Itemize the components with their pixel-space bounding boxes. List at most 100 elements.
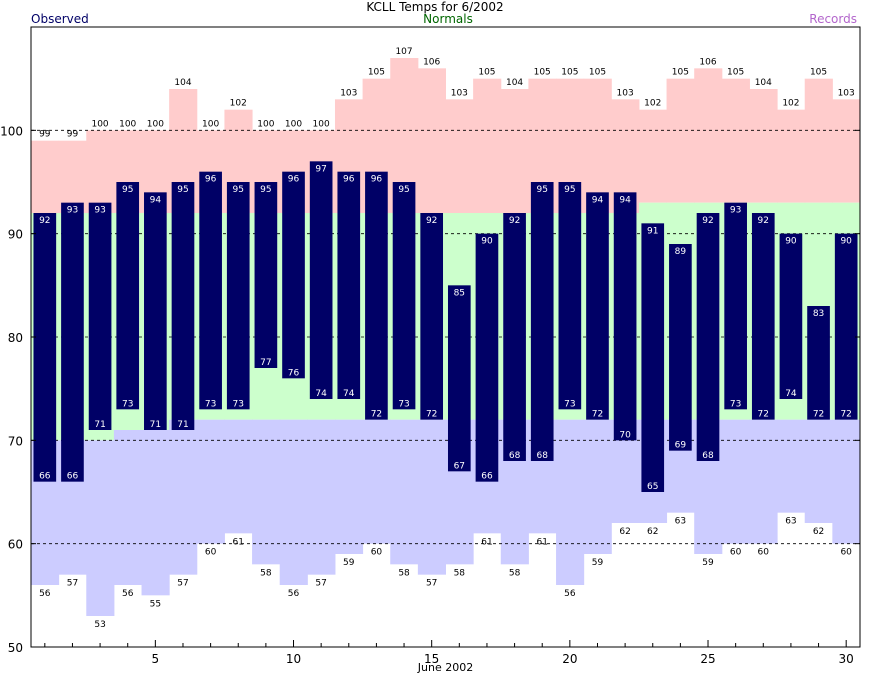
observed-bar [144,192,167,430]
observed-high-label: 95 [233,185,244,195]
observed-low-label: 72 [426,410,437,420]
record-high-band [445,99,474,213]
record-low-label: 63 [675,517,686,527]
record-low-label: 57 [315,579,326,589]
record-low-band [362,419,391,544]
y-tick-label: 60 [8,538,23,552]
record-high-band [583,78,612,214]
record-low-band [252,419,281,565]
observed-low-label: 73 [205,399,216,409]
observed-bar [696,213,720,461]
observed-high-label: 92 [702,216,713,226]
record-low-band [721,419,750,544]
record-high-label: 99 [39,130,51,140]
record-high-band [500,89,529,213]
record-high-label: 105 [478,68,495,78]
record-low-band [141,430,170,596]
observed-low-label: 73 [233,399,244,409]
observed-low-label: 72 [840,410,851,420]
y-tick-label: 100 [0,124,23,138]
record-high-label: 100 [313,119,330,129]
observed-bar [171,182,195,430]
observed-high-label: 92 [758,216,769,226]
record-high-label: 100 [257,119,274,129]
record-low-label: 61 [481,537,492,547]
observed-high-label: 95 [260,185,271,195]
record-low-label: 57 [426,579,437,589]
observed-low-label: 66 [481,472,493,482]
observed-bar [226,182,250,410]
record-high-label: 105 [727,68,744,78]
record-high-label: 104 [174,78,191,88]
record-high-band [666,78,695,203]
record-low-label: 60 [758,548,770,558]
record-low-band [196,419,225,544]
observed-high-label: 95 [564,185,575,195]
record-high-label: 100 [119,119,136,129]
record-high-band [86,130,115,213]
y-tick-label: 80 [8,331,23,345]
record-low-label: 61 [536,537,547,547]
record-high-label: 100 [202,119,219,129]
observed-bar [807,306,830,420]
record-high-label: 103 [340,88,357,98]
x-tick-label: 10 [286,652,301,666]
record-high-band [804,78,833,203]
observed-high-label: 96 [288,175,300,185]
record-high-label: 103 [838,88,855,98]
observed-high-label: 83 [813,309,824,319]
observed-low-label: 68 [536,451,548,461]
observed-bar [33,213,57,482]
observed-high-label: 94 [150,195,162,205]
record-high-label: 102 [644,99,661,109]
observed-high-label: 92 [509,216,520,226]
observed-bar [558,182,582,410]
record-high-band [417,68,446,213]
record-high-label: 106 [699,57,716,67]
record-low-label: 58 [454,568,466,578]
record-low-band [417,419,446,575]
observed-high-label: 96 [371,175,383,185]
observed-low-label: 71 [94,420,105,430]
record-low-band [113,430,143,585]
observed-bar [447,285,471,472]
x-tick-label: 20 [562,652,577,666]
observed-high-label: 85 [454,288,465,298]
record-low-band [749,419,778,544]
observed-low-label: 71 [150,420,161,430]
x-tick-label: 5 [152,652,160,666]
record-high-label: 100 [285,119,302,129]
record-high-label: 99 [67,130,79,140]
record-high-label: 105 [534,68,551,78]
record-low-band [334,419,364,554]
record-low-band [390,419,419,565]
record-low-label: 58 [260,568,272,578]
record-low-label: 62 [619,527,630,537]
observed-high-label: 93 [67,206,78,216]
record-low-label: 56 [288,589,300,599]
record-low-label: 60 [730,548,742,558]
record-high-band [473,78,502,214]
observed-low-label: 72 [592,410,603,420]
record-high-label: 105 [561,68,578,78]
record-high-label: 103 [617,88,634,98]
observed-low-label: 72 [758,410,769,420]
observed-bar [254,182,278,368]
record-low-label: 56 [564,589,576,599]
observed-bar [199,171,222,410]
record-low-label: 62 [813,527,824,537]
x-tick-label: 25 [700,652,715,666]
observed-bar [61,202,84,482]
record-low-label: 60 [371,548,383,558]
record-high-label: 106 [423,57,440,67]
record-high-label: 105 [672,68,689,78]
observed-low-label: 68 [509,451,521,461]
record-high-band [777,109,806,203]
observed-bar [779,233,803,399]
observed-high-label: 96 [343,175,355,185]
observed-low-label: 72 [371,410,382,420]
record-low-label: 59 [702,558,714,568]
observed-bar [724,202,747,410]
observed-low-label: 71 [177,420,188,430]
